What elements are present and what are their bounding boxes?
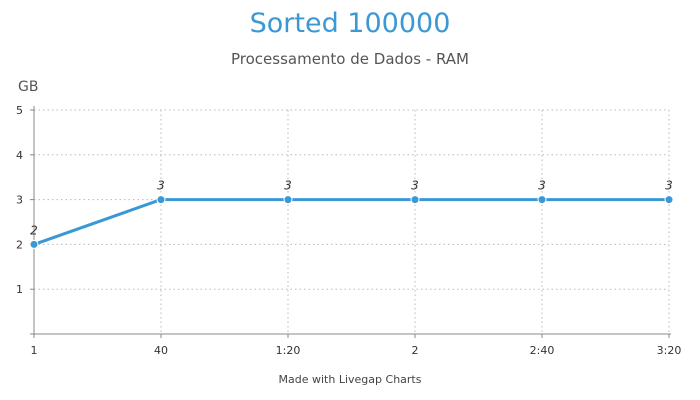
data-label: 3 (284, 179, 292, 193)
data-label: 3 (157, 179, 165, 193)
data-point[interactable] (537, 195, 547, 205)
footer-credit: Made with Livegap Charts (278, 373, 422, 386)
y-tick-label: 3 (16, 194, 23, 207)
y-tick-label: 2 (16, 238, 23, 251)
y-tick-label: 5 (16, 104, 23, 117)
series-line (33, 198, 669, 246)
data-labels: 2 3 3 3 3 3 (30, 179, 673, 238)
x-tick-label: 1 (31, 344, 38, 357)
x-tick-labels: 1 40 1:20 2 2:40 3:20 (31, 344, 682, 357)
data-label: 2 (30, 223, 38, 237)
series-group (29, 195, 674, 249)
data-point[interactable] (410, 195, 420, 205)
data-point[interactable] (283, 195, 293, 205)
chart-subtitle: Processamento de Dados - RAM (230, 50, 469, 68)
data-label: 3 (538, 179, 546, 193)
y-tick-label: 4 (16, 149, 23, 162)
x-tick-label: 3:20 (657, 344, 682, 357)
data-point[interactable] (29, 239, 39, 249)
x-tick-label: 2:40 (530, 344, 555, 357)
data-label: 3 (411, 179, 419, 193)
x-tick-label: 2 (412, 344, 419, 357)
data-label: 3 (665, 179, 673, 193)
data-point[interactable] (156, 195, 166, 205)
chart-title: Sorted 100000 (249, 8, 451, 39)
y-tick-labels: 1 2 3 4 5 (16, 104, 23, 296)
data-point[interactable] (664, 195, 674, 205)
grid-lines (34, 109, 670, 334)
y-tick-label: 1 (16, 283, 23, 296)
axes (30, 106, 671, 338)
x-tick-label: 1:20 (276, 344, 301, 357)
x-tick-label: 40 (154, 344, 168, 357)
y-axis-label: GB (18, 79, 38, 95)
